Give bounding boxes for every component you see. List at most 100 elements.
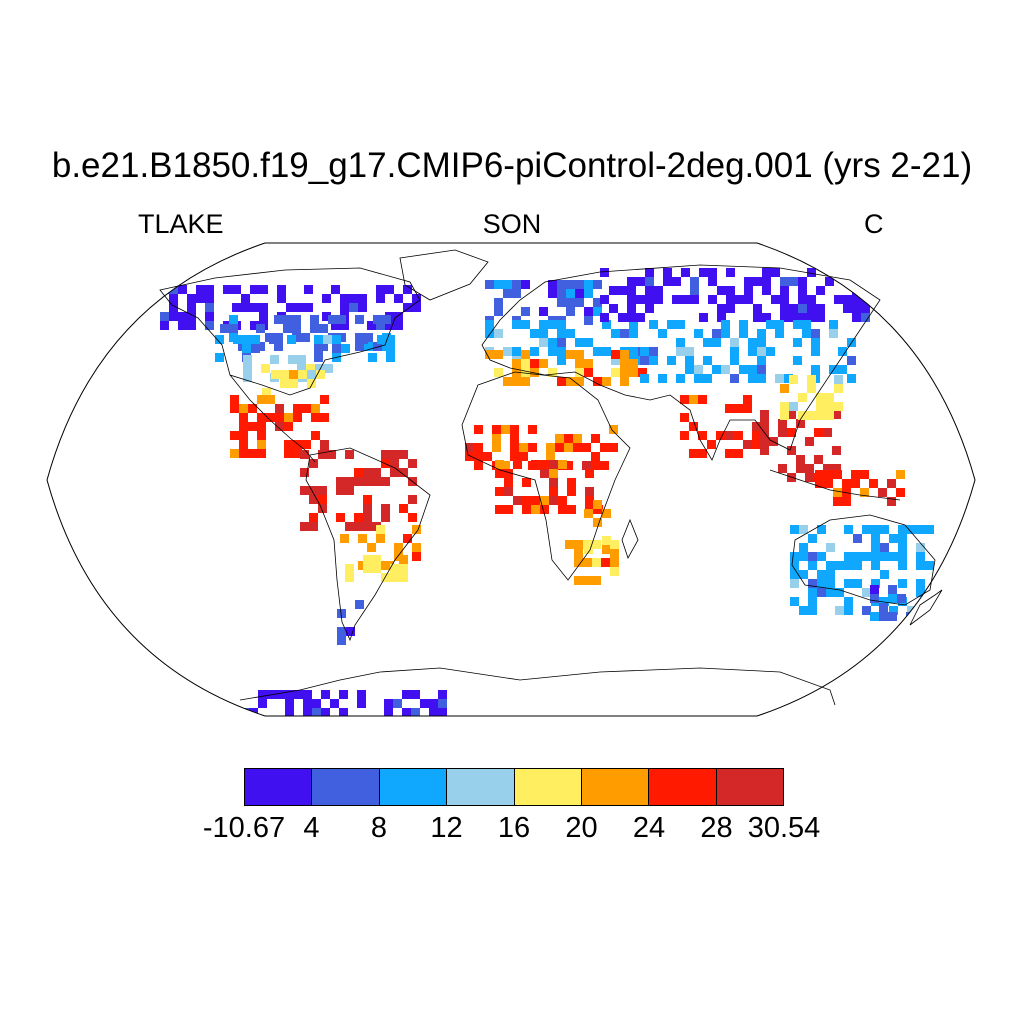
grid-cell (726, 295, 735, 304)
grid-cell (618, 286, 627, 295)
grid-cell (887, 479, 896, 488)
grid-cell (689, 449, 698, 458)
grid-cell (752, 431, 761, 440)
grid-cell (602, 347, 611, 356)
grid-cell (584, 368, 593, 377)
grid-cell (780, 277, 789, 286)
grid-cell (205, 303, 214, 312)
grid-cell (685, 356, 694, 365)
grid-cell (300, 468, 309, 477)
grid-cell (798, 286, 807, 295)
grid-cell (843, 295, 852, 304)
grid-cell (337, 609, 346, 618)
grid-cell (320, 395, 329, 404)
grid-cell (503, 280, 512, 289)
grid-cell (629, 320, 638, 329)
grid-cell (546, 443, 555, 452)
grid-cell (832, 464, 841, 473)
grid-cell (898, 552, 907, 561)
grid-cell (309, 459, 318, 468)
grid-cell (593, 377, 602, 386)
grid-cell (548, 338, 557, 347)
grid-cell (372, 477, 381, 486)
grid-cell (743, 395, 752, 404)
grid-cell (564, 434, 573, 443)
grid-cell (610, 567, 619, 576)
grid-cell (566, 329, 575, 338)
grid-cell (620, 368, 629, 377)
grid-cell (574, 558, 583, 567)
grid-cell (663, 277, 672, 286)
grid-cell (780, 313, 789, 322)
grid-cell (627, 286, 636, 295)
grid-cell (807, 268, 816, 277)
grid-cell (814, 455, 823, 464)
grid-cell (205, 285, 214, 294)
grid-cell (394, 552, 403, 561)
grid-cell (703, 356, 712, 365)
grid-cell (503, 377, 512, 386)
grid-cell (548, 289, 557, 298)
grid-cell (851, 479, 860, 488)
grid-cell (816, 411, 825, 420)
grid-cell (610, 549, 619, 558)
grid-cell (280, 379, 289, 388)
grid-cell (844, 597, 853, 606)
grid-cell (583, 558, 592, 567)
grid-cell (585, 496, 594, 505)
grid-cell (780, 295, 789, 304)
grid-cell (241, 294, 250, 303)
grid-cell (799, 606, 808, 615)
grid-cell (592, 540, 601, 549)
grid-cell (681, 295, 690, 304)
grid-cell (654, 295, 663, 304)
coast-madagascar (621, 518, 639, 559)
grid-cell (896, 488, 905, 497)
grid-cell (548, 280, 557, 289)
grid-cell (844, 579, 853, 588)
grid-cell (243, 355, 252, 364)
grid-cell (826, 570, 835, 579)
grid-cell (521, 320, 530, 329)
grid-cell (280, 370, 289, 379)
grid-cell (494, 350, 503, 359)
grid-cell (860, 488, 869, 497)
grid-cell (521, 359, 530, 368)
grid-cell (314, 353, 323, 362)
grid-cell (798, 277, 807, 286)
grid-cell (880, 543, 889, 552)
grid-cell (557, 347, 566, 356)
grid-cell (816, 286, 825, 295)
grid-cell (243, 364, 252, 373)
grid-cell (871, 534, 880, 543)
grid-cell (229, 315, 238, 324)
grid-cell (301, 333, 310, 342)
grid-cell (285, 708, 294, 716)
grid-cell (372, 555, 381, 564)
grid-cell (314, 344, 323, 353)
grid-cell (685, 365, 694, 374)
grid-cell (880, 570, 889, 579)
grid-cell (708, 277, 717, 286)
grid-cell (258, 699, 267, 708)
grid-cell (798, 393, 807, 402)
grid-cell (829, 320, 838, 329)
grid-cell (363, 495, 372, 504)
grid-cell (888, 585, 897, 594)
grid-cell (853, 552, 862, 561)
grid-cell (897, 594, 906, 603)
grid-cell (602, 536, 611, 545)
grid-cell (519, 452, 528, 461)
grid-cell (187, 303, 196, 312)
grid-cell (239, 422, 248, 431)
grid-cell (513, 496, 522, 505)
grid-cell (871, 525, 880, 534)
grid-cell (412, 303, 421, 312)
grid-cell (566, 298, 575, 307)
grid-cell (548, 347, 557, 356)
grid-cell (730, 338, 739, 347)
grid-cell (492, 434, 501, 443)
grid-cell (762, 277, 771, 286)
grid-cell (381, 573, 390, 582)
grid-cell (898, 561, 907, 570)
